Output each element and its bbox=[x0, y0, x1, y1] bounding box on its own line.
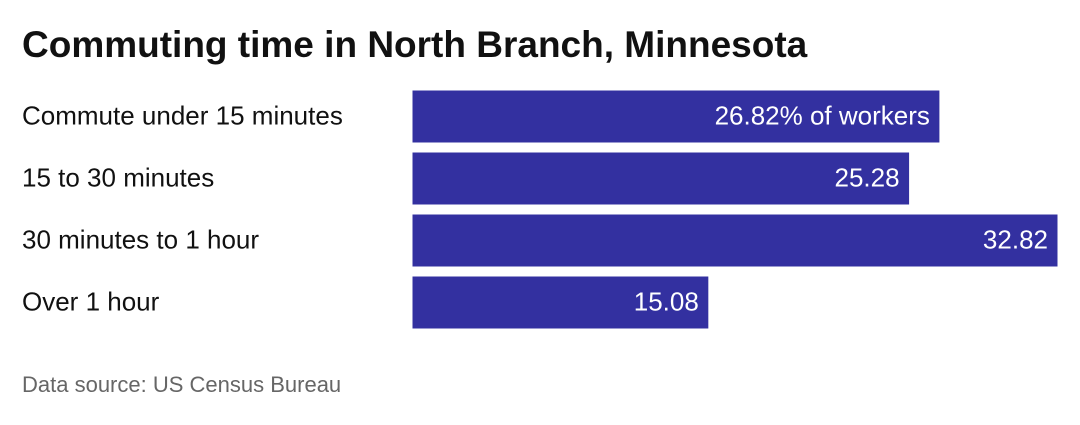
value-label: 26.82% of workers bbox=[715, 100, 930, 130]
category-label: 15 to 30 minutes bbox=[22, 162, 214, 192]
value-label: 15.08 bbox=[634, 286, 699, 316]
bar bbox=[411, 275, 710, 330]
category-label: Over 1 hour bbox=[22, 286, 160, 316]
bar bbox=[411, 213, 1059, 268]
category-label: 30 minutes to 1 hour bbox=[22, 224, 259, 254]
bar bbox=[411, 151, 911, 206]
bar bbox=[411, 89, 941, 144]
value-label: 32.82 bbox=[983, 224, 1048, 254]
chart-title: Commuting time in North Branch, Minnesot… bbox=[22, 24, 808, 65]
category-label: Commute under 15 minutes bbox=[22, 100, 343, 130]
source-note: Data source: US Census Bureau bbox=[22, 372, 341, 397]
value-label: 25.28 bbox=[835, 162, 900, 192]
